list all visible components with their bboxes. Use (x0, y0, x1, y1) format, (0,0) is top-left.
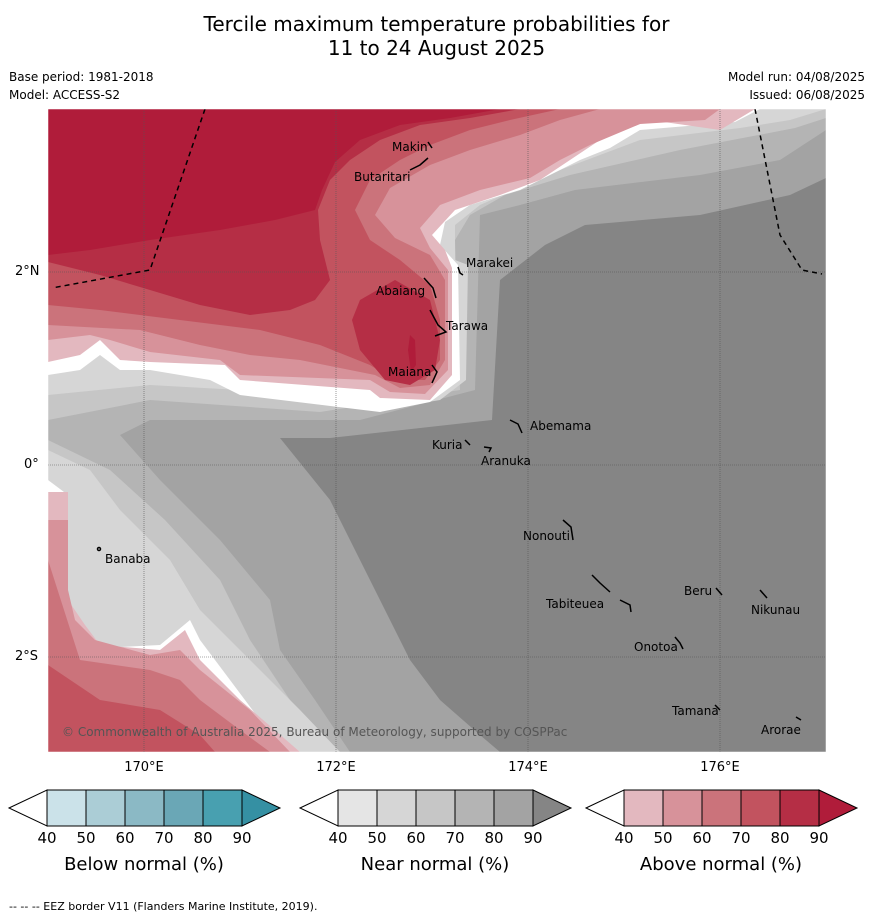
colorbar-segment (376, 789, 417, 827)
colorbar-tick-label: 70 (731, 829, 751, 847)
colorbar-max-extend (532, 789, 573, 827)
place-label: Nikunau (751, 603, 800, 617)
place-label: Nonouti (523, 529, 570, 543)
colorbar-segment (46, 789, 87, 827)
lon-label-172e: 172°E (316, 760, 356, 775)
model-run: Model run: 04/08/2025 (727, 70, 865, 84)
map-title: Tercile maximum temperature probabilitie… (0, 12, 873, 60)
colorbar-tick-label: 80 (484, 829, 504, 847)
place-label: Banaba (105, 552, 151, 566)
place-label: Kuria (432, 438, 463, 452)
map-title-line1: Tercile maximum temperature probabilitie… (203, 12, 670, 36)
colorbar-segment (202, 789, 243, 827)
colorbar-tick-label: 80 (770, 829, 790, 847)
colorbar-max-extend (241, 789, 282, 827)
colorbar-max-extend (818, 789, 859, 827)
copyright-notice: © Commonwealth of Australia 2025, Bureau… (62, 725, 567, 739)
colorbar-tick-label: 60 (115, 829, 135, 847)
lon-label-170e: 170°E (124, 760, 164, 775)
colorbar-title-near: Near normal (%) (360, 854, 510, 875)
colorbar-min-extend (298, 789, 339, 827)
place-label: Marakei (466, 256, 513, 270)
place-label: Tarawa (445, 319, 488, 333)
colorbar-title-above: Above normal (%) (639, 854, 803, 875)
colorbar-tick-label: 80 (193, 829, 213, 847)
model-name: Model: ACCESS-S2 (9, 88, 121, 102)
colorbar-segment (701, 789, 742, 827)
place-label: Beru (684, 584, 712, 598)
colorbar-segment (415, 789, 456, 827)
colorbar-segment (163, 789, 204, 827)
colorbar-segment (124, 789, 165, 827)
colorbar-tick-label: 40 (614, 829, 634, 847)
colorbar-tick-label: 50 (653, 829, 673, 847)
colorbar-segment (337, 789, 378, 827)
place-label: Makin (392, 140, 428, 154)
meta-left: Base period: 1981-2018 Model: ACCESS-S2 (9, 68, 154, 104)
colorbar-tick-label: 70 (445, 829, 465, 847)
eez-footnote: -- -- -- EEZ border V11 (Flanders Marine… (9, 900, 318, 913)
graticule (48, 109, 826, 752)
colorbar-tick-label: 70 (154, 829, 174, 847)
colorbar-segment (85, 789, 126, 827)
colorbar-segment (623, 789, 664, 827)
place-label: Aranuka (481, 454, 531, 468)
lat-label-2s: 2°S (15, 649, 39, 664)
colorbar-tick-label: 60 (406, 829, 426, 847)
colorbar-tick-label: 90 (232, 829, 252, 847)
base-period: Base period: 1981-2018 (9, 70, 154, 84)
colorbar-tick-label: 50 (76, 829, 96, 847)
map-frame (47, 108, 827, 753)
place-label: Abemama (530, 419, 591, 433)
lat-label-2n: 2°N (15, 264, 40, 279)
above-normal-core (352, 280, 440, 385)
colorbar-tick-label: 90 (523, 829, 543, 847)
colorbar-min-extend (7, 789, 48, 827)
colorbar-segment (454, 789, 495, 827)
place-label: Arorae (761, 723, 801, 737)
colorbar-segment (493, 789, 534, 827)
above-normal-sw-70 (48, 665, 215, 752)
colorbar-segment (740, 789, 781, 827)
eez-border (51, 109, 823, 289)
place-label: Maiana (388, 365, 431, 379)
above-normal-90 (48, 109, 500, 255)
lon-label-176e: 176°E (700, 760, 740, 775)
place-label: Butaritari (354, 170, 411, 184)
colorbar-tick-label: 90 (809, 829, 829, 847)
place-label: Onotoa (634, 640, 678, 654)
lon-label-174e: 174°E (508, 760, 548, 775)
island-outlines (96, 141, 802, 721)
place-label: Tabiteuea (545, 597, 604, 611)
lat-label-0: 0° (24, 457, 39, 472)
colorbar-segment (662, 789, 703, 827)
place-label: Abaiang (376, 284, 425, 298)
meta-right: Model run: 04/08/2025 Issued: 06/08/2025 (728, 68, 865, 104)
place-labels: Makin Butaritari Marakei Abaiang Tarawa … (105, 140, 801, 737)
above-normal-peak (408, 335, 416, 372)
issued-date: Issued: 06/08/2025 (749, 88, 865, 102)
colorbar-tick-label: 60 (692, 829, 712, 847)
colorbar-tick-label: 40 (37, 829, 57, 847)
colorbars (7, 789, 859, 827)
colorbar-title-below: Below normal (%) (64, 854, 224, 875)
colorbar-segment (779, 789, 820, 827)
colorbar-tick-label: 50 (367, 829, 387, 847)
colorbar-tick-label: 40 (328, 829, 348, 847)
map-title-line2: 11 to 24 August 2025 (327, 36, 546, 60)
colorbar-min-extend (584, 789, 625, 827)
probability-field (48, 109, 826, 752)
place-label: Tamana (671, 704, 719, 718)
